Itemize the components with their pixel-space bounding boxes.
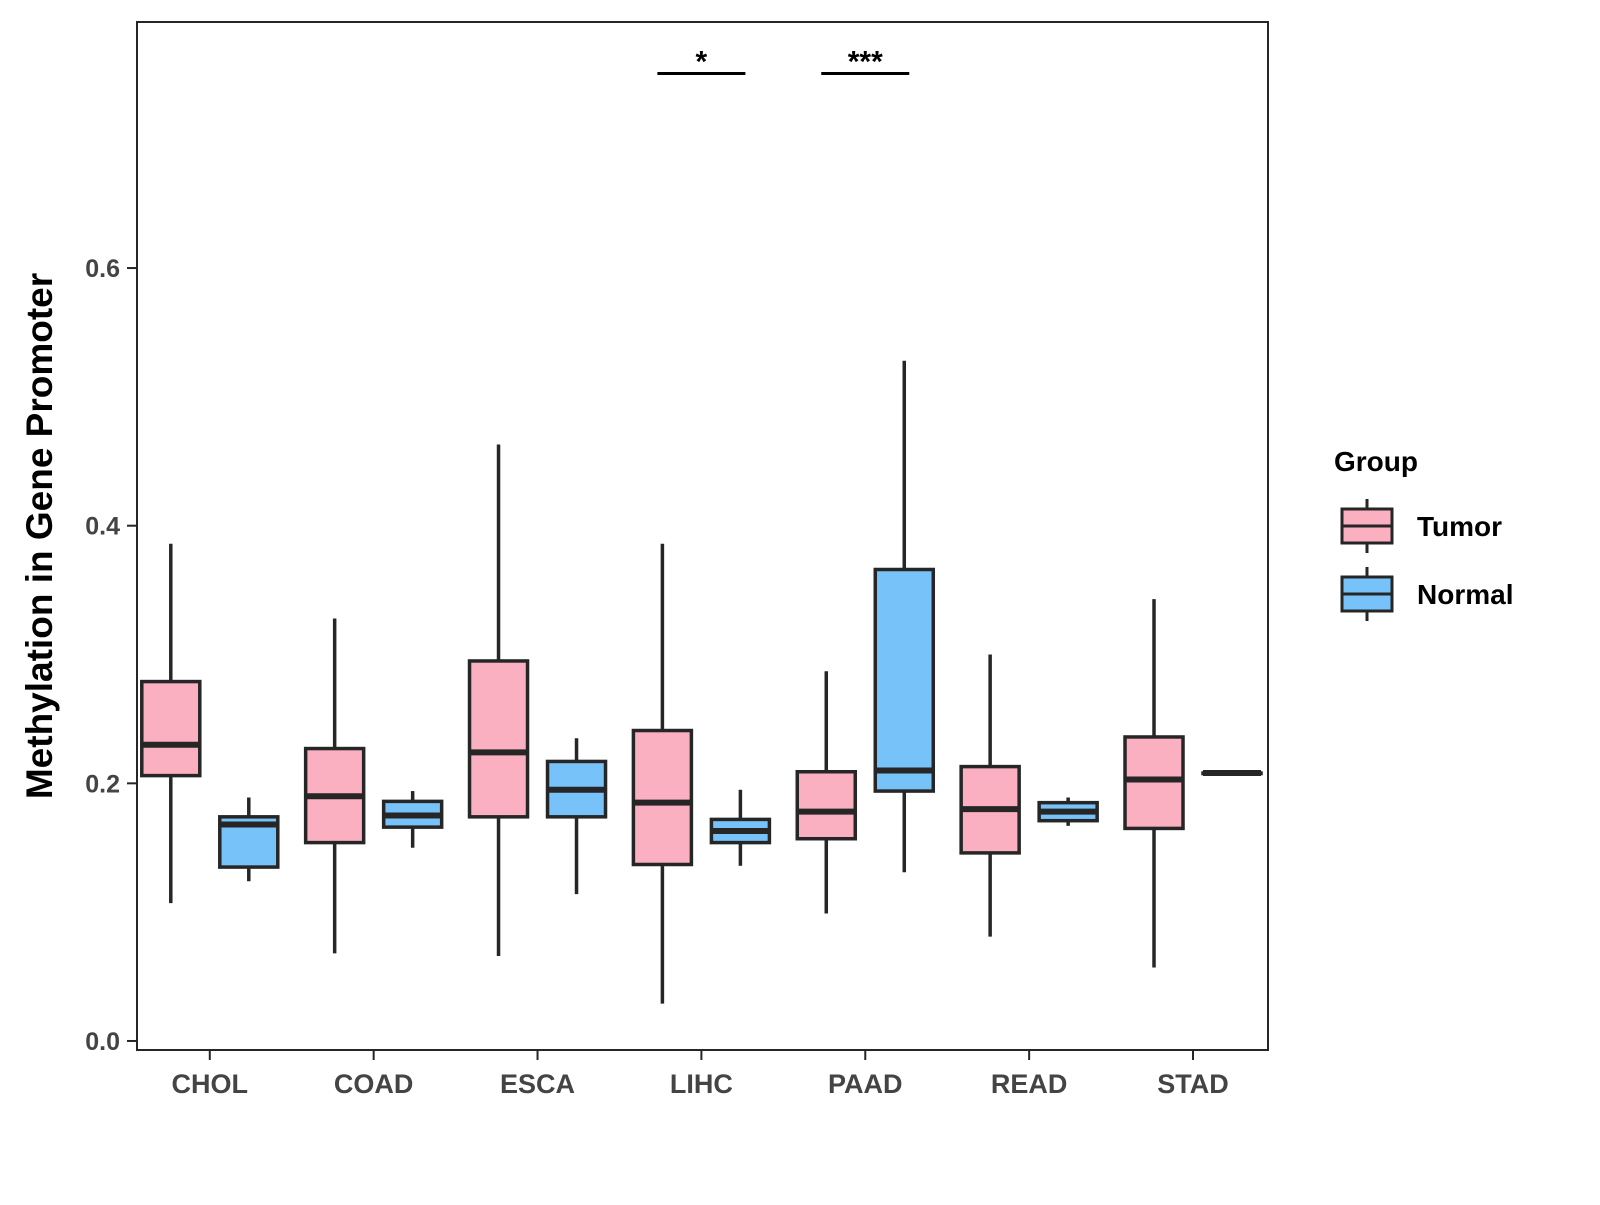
box-iqr: [795, 769, 858, 841]
box-iqr: [467, 659, 530, 819]
box-iqr: [631, 728, 694, 867]
legend-item-normal: Normal: [1340, 567, 1513, 621]
box-normal-chol: [218, 797, 280, 882]
x-tick-label: PAAD: [828, 1069, 903, 1099]
box-normal-stad: [1201, 770, 1263, 777]
box-iqr: [1123, 735, 1185, 831]
box-tumor-paad: [795, 671, 858, 914]
significance-label: *: [696, 46, 708, 79]
box-normal-lihc: [709, 789, 772, 866]
box-tumor-esca: [467, 444, 530, 956]
significance-label: ***: [848, 46, 883, 79]
box-tumor-lihc: [631, 543, 694, 1004]
x-tick-label: ESCA: [500, 1069, 575, 1099]
legend-label: Normal: [1417, 579, 1513, 610]
x-tick-label: STAD: [1157, 1069, 1229, 1099]
box-iqr: [873, 567, 936, 793]
x-tick-label: READ: [991, 1069, 1068, 1099]
box-normal-paad: [873, 360, 936, 873]
y-tick-label: 0.6: [85, 255, 120, 283]
box-iqr: [140, 679, 202, 778]
box-tumor-chol: [140, 543, 202, 904]
x-tick-label: COAD: [334, 1069, 414, 1099]
legend: Group Tumor Normal: [1334, 446, 1513, 621]
legend-title: Group: [1334, 446, 1418, 477]
x-tick-label: LIHC: [670, 1069, 733, 1099]
y-axis-label: Methylation in Gene Promoter: [19, 273, 60, 799]
x-tick-label: CHOL: [172, 1069, 249, 1099]
box-tumor-stad: [1123, 599, 1185, 968]
box-tumor-coad: [303, 618, 366, 954]
plot-panel: [136, 21, 1269, 1051]
legend-label: Tumor: [1417, 511, 1502, 542]
box-normal-read: [1037, 797, 1099, 826]
box-normal-coad: [381, 791, 444, 848]
y-tick-label: 0.0: [85, 1028, 120, 1056]
y-tick-label: 0.4: [85, 513, 120, 541]
box-normal-esca: [545, 738, 608, 895]
legend-item-tumor: Tumor: [1340, 499, 1502, 553]
box-tumor-read: [959, 654, 1021, 937]
y-tick-label: 0.2: [85, 770, 120, 798]
